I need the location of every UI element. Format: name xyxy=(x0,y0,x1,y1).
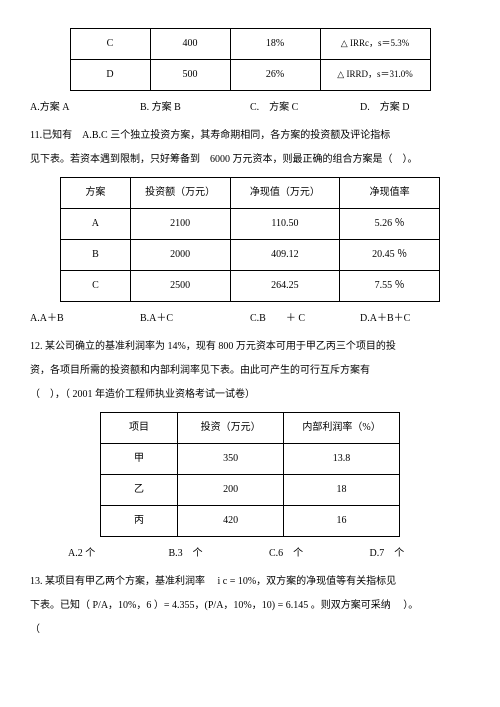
cell-irr: △ IRRc，s＝5.3% xyxy=(320,29,430,60)
options-q10: A.方案 A B. 方案 B C. 方案 C D. 方案 D xyxy=(30,99,470,117)
option-a: A.2 个 xyxy=(68,545,169,563)
table-irr: C 400 18% △ IRRc，s＝5.3% D 500 26% △ IRRD… xyxy=(70,28,431,91)
header-npv: 净现值（万元） xyxy=(230,178,340,209)
cell: 5.26 ％ xyxy=(340,209,440,240)
table-q11: 方案 投资额（万元） 净现值（万元） 净现值率 A 2100 110.50 5.… xyxy=(60,177,440,302)
option-c: C.B ＋ C xyxy=(250,310,360,328)
options-q12: A.2 个 B.3 个 C.6 个 D.7 个 xyxy=(30,545,470,563)
option-b: B.3 个 xyxy=(169,545,270,563)
q12-line3: （ ），（ 2001 年造价工程师执业资格考试一试卷） xyxy=(30,386,470,404)
q11-line1: 11.已知有 A.B.C 三个独立投资方案，其寿命期相同，各方案的投资额及评论指… xyxy=(30,127,470,145)
option-c: C. 方案 C xyxy=(250,99,360,117)
cell-value: 400 xyxy=(150,29,230,60)
option-d: D.A＋B＋C xyxy=(360,310,470,328)
cell: 乙 xyxy=(101,475,178,506)
q12-line1: 12. 某公司确立的基准利润率为 14%，现有 800 万元资本可用于甲乙丙三个… xyxy=(30,338,470,356)
cell: 丙 xyxy=(101,506,178,537)
header-item: 项目 xyxy=(101,413,178,444)
cell: 2100 xyxy=(130,209,230,240)
cell-scheme: C xyxy=(70,29,150,60)
cell: 350 xyxy=(178,444,284,475)
cell-pct: 18% xyxy=(230,29,320,60)
option-b: B. 方案 B xyxy=(140,99,250,117)
cell: 甲 xyxy=(101,444,178,475)
cell: 420 xyxy=(178,506,284,537)
cell: B xyxy=(61,240,131,271)
option-a: A.A＋B xyxy=(30,310,140,328)
cell: 409.12 xyxy=(230,240,340,271)
cell-value: 500 xyxy=(150,60,230,91)
table-q12: 项目 投资（万元） 内部利润率（%） 甲 350 13.8 乙 200 18 丙… xyxy=(100,412,400,537)
table-row: C 400 18% △ IRRc，s＝5.3% xyxy=(70,29,430,60)
cell-irr: △ IRRD，s＝31.0% xyxy=(320,60,430,91)
header-rate: 净现值率 xyxy=(340,178,440,209)
cell-scheme: D xyxy=(70,60,150,91)
table-row: 丙 420 16 xyxy=(101,506,400,537)
table-header: 项目 投资（万元） 内部利润率（%） xyxy=(101,413,400,444)
header-invest: 投资（万元） xyxy=(178,413,284,444)
cell: 13.8 xyxy=(284,444,400,475)
table-row: C 2500 264.25 7.55 ％ xyxy=(61,271,440,302)
q11-line2: 见下表。若资本遇到限制，只好筹备到 6000 万元资本，则最正确的组合方案是（ … xyxy=(30,151,470,169)
option-a: A.方案 A xyxy=(30,99,140,117)
cell: 2500 xyxy=(130,271,230,302)
header-invest: 投资额（万元） xyxy=(130,178,230,209)
table-row: A 2100 110.50 5.26 ％ xyxy=(61,209,440,240)
header-scheme: 方案 xyxy=(61,178,131,209)
cell: C xyxy=(61,271,131,302)
option-b: B.A＋C xyxy=(140,310,250,328)
cell: 16 xyxy=(284,506,400,537)
cell: 20.45 ％ xyxy=(340,240,440,271)
option-c: C.6 个 xyxy=(269,545,370,563)
cell-pct: 26% xyxy=(230,60,320,91)
cell: 7.55 ％ xyxy=(340,271,440,302)
cell: 2000 xyxy=(130,240,230,271)
q12-line2: 资，各项目所需的投资额和内部利润率见下表。由此可产生的可行互斥方案有 xyxy=(30,362,470,380)
cell: 264.25 xyxy=(230,271,340,302)
cell: A xyxy=(61,209,131,240)
table-header: 方案 投资额（万元） 净现值（万元） 净现值率 xyxy=(61,178,440,209)
option-d: D. 方案 D xyxy=(360,99,470,117)
cell: 110.50 xyxy=(230,209,340,240)
table-row: 甲 350 13.8 xyxy=(101,444,400,475)
table-row: B 2000 409.12 20.45 ％ xyxy=(61,240,440,271)
q13-line2: 下表。已知（ P/A，10%，6 ）= 4.355，(P/A，10%，10) =… xyxy=(30,597,470,615)
option-d: D.7 个 xyxy=(370,545,471,563)
options-q11: A.A＋B B.A＋C C.B ＋ C D.A＋B＋C xyxy=(30,310,470,328)
q13-line1: 13. 某项目有甲乙两个方案，基准利润率 i c = 10%，双方案的净现值等有… xyxy=(30,573,470,591)
table-row: 乙 200 18 xyxy=(101,475,400,506)
cell: 200 xyxy=(178,475,284,506)
q13-line3: （ xyxy=(30,621,470,639)
table-row: D 500 26% △ IRRD，s＝31.0% xyxy=(70,60,430,91)
cell: 18 xyxy=(284,475,400,506)
header-irr: 内部利润率（%） xyxy=(284,413,400,444)
